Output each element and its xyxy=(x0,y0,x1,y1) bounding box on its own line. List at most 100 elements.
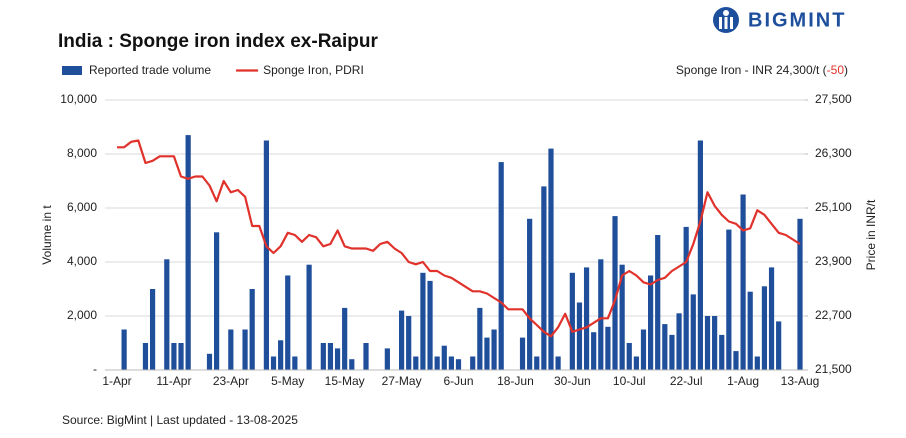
price-note-change: -50 xyxy=(827,63,845,77)
logo: BIGMINT xyxy=(713,7,846,33)
y-tick-label: 10,000 xyxy=(60,92,97,106)
bar xyxy=(263,140,270,370)
bar xyxy=(334,348,341,370)
bar xyxy=(605,326,611,370)
bar xyxy=(363,343,369,370)
bar xyxy=(306,264,312,370)
bar xyxy=(655,235,661,370)
y2-tick-label: 21,500 xyxy=(815,362,852,376)
x-tick-label: 10-Jul xyxy=(613,374,646,388)
bar xyxy=(519,337,526,370)
x-tick-label: 22-Jul xyxy=(670,374,703,388)
y-tick-label: 8,000 xyxy=(67,146,97,160)
bar xyxy=(164,259,170,370)
logo-text: BIGMINT xyxy=(748,9,846,31)
bar xyxy=(612,216,618,370)
bar xyxy=(591,332,597,370)
bar xyxy=(747,291,753,370)
bar xyxy=(712,316,718,370)
y-tick-label: 2,000 xyxy=(67,308,97,322)
y2-tick-label: 25,100 xyxy=(815,200,852,214)
bar xyxy=(569,272,575,370)
bar xyxy=(776,321,782,370)
bar xyxy=(270,356,277,370)
x-tick-label: 27-May xyxy=(382,374,422,388)
bar xyxy=(640,329,647,370)
x-tick-label: 13-Aug xyxy=(781,374,820,388)
bar xyxy=(242,329,248,370)
bar xyxy=(733,351,739,370)
bar xyxy=(470,356,476,370)
x-tick-label: 11-Apr xyxy=(156,374,191,388)
bar xyxy=(498,162,504,370)
bar xyxy=(455,359,462,370)
bar xyxy=(541,186,547,370)
bar xyxy=(206,353,213,370)
bar xyxy=(669,334,675,370)
bar xyxy=(142,343,149,370)
bar xyxy=(121,329,127,370)
x-tick-label: 1-Aug xyxy=(727,374,759,388)
y2-tick-label: 22,700 xyxy=(815,308,852,322)
bar xyxy=(420,272,426,370)
legend-label: Sponge Iron, PDRI xyxy=(263,63,364,77)
bar xyxy=(178,343,184,370)
logo-icon-bar xyxy=(730,17,733,29)
bar xyxy=(434,356,440,370)
bar xyxy=(683,226,689,370)
bar xyxy=(249,289,255,370)
y2-tick-label: 26,300 xyxy=(815,146,852,160)
bar xyxy=(228,329,234,370)
bar xyxy=(149,289,156,370)
bar xyxy=(491,329,497,370)
x-tick-label: 1-Apr xyxy=(102,374,131,388)
bar xyxy=(761,286,768,370)
price-line xyxy=(117,139,801,338)
bar xyxy=(292,356,298,370)
bar xyxy=(583,267,590,370)
bar xyxy=(349,359,355,370)
logo-icon-bar xyxy=(724,17,728,29)
bar xyxy=(278,340,284,370)
bar xyxy=(633,356,639,370)
logo-icon-bar xyxy=(719,17,722,29)
y-tick-label: 6,000 xyxy=(67,200,97,214)
bar xyxy=(327,343,334,370)
bar xyxy=(740,194,746,370)
bar xyxy=(484,337,490,370)
price-note-prefix: Sponge Iron - INR 24,300/t ( xyxy=(676,63,827,77)
bar xyxy=(726,229,732,370)
x-tick-label: 30-Jun xyxy=(554,374,591,388)
bar xyxy=(441,345,447,370)
bar xyxy=(697,140,703,370)
bar xyxy=(427,280,433,370)
x-tick-label: 15-May xyxy=(325,374,365,388)
bar xyxy=(598,259,604,370)
bar xyxy=(754,356,760,370)
y-axis-title: Volume in t xyxy=(40,205,54,265)
bar xyxy=(534,356,540,370)
bar xyxy=(704,316,711,370)
bar xyxy=(406,316,412,370)
bar xyxy=(413,356,419,370)
bar xyxy=(662,324,668,370)
source-note: Source: BigMint | Last updated - 13-08-2… xyxy=(62,413,298,427)
bar xyxy=(555,356,561,370)
bar xyxy=(398,310,405,370)
x-tick-label: 18-Jun xyxy=(497,374,534,388)
bar xyxy=(626,343,632,370)
bar xyxy=(285,275,291,370)
bar xyxy=(768,267,775,370)
price-note-suffix: ) xyxy=(844,63,848,77)
bar xyxy=(576,302,583,370)
bar xyxy=(647,275,654,370)
bar xyxy=(214,232,220,370)
bar xyxy=(448,356,454,370)
bar xyxy=(690,294,696,370)
bar xyxy=(185,135,191,370)
x-tick-label: 6-Jun xyxy=(443,374,473,388)
logo-icon-head xyxy=(723,10,729,16)
chart-title: India : Sponge iron index ex-Raipur xyxy=(58,31,378,52)
bar xyxy=(719,334,725,370)
